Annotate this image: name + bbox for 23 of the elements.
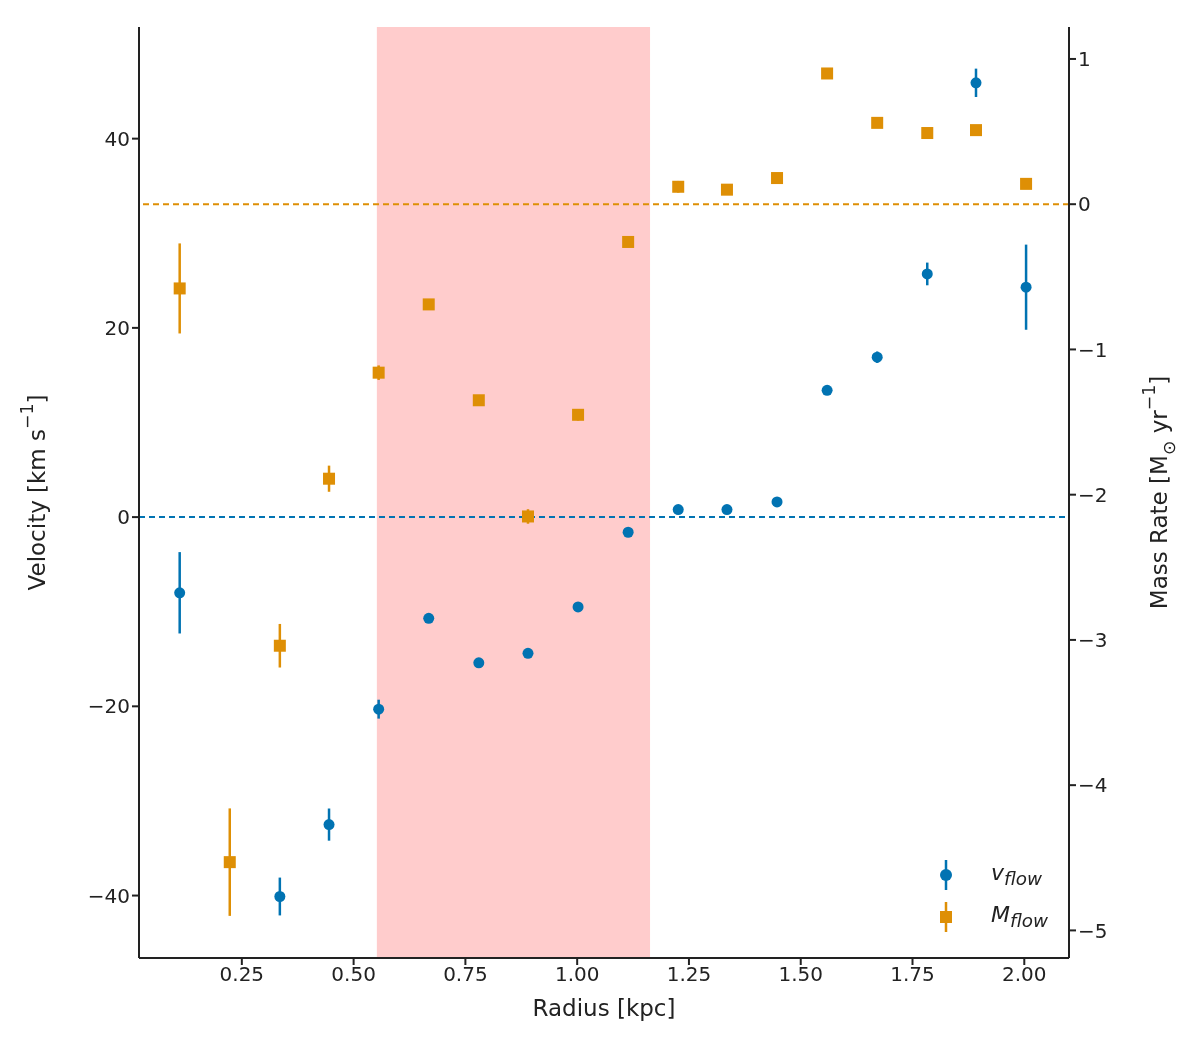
x-tick-label: 1.00 [554,962,600,987]
y-tick-label: 20 [104,315,130,340]
x-tick-label: 2.00 [1002,962,1047,987]
x-tick-label: 1.50 [778,962,823,987]
x-tick-label: 0.50 [331,962,376,987]
x-tick-label: 1.25 [666,962,712,987]
y2-tick-label: −2 [1078,482,1108,507]
legend-label: v$_{flow}$ [990,860,1043,890]
y2-tick-label: −5 [1078,918,1108,943]
y2-tick-label: 0 [1078,192,1091,217]
y-tick-label: 40 [104,126,130,151]
x-tick-label: 1.75 [890,962,935,987]
x-axis-title: Radius [kpc] [532,995,676,1021]
y-tick-label: −40 [87,883,130,908]
y-tick-label: 0 [117,505,130,530]
legend-label: M$_{flow}$ [990,902,1048,932]
x-tick-label: 0.25 [219,962,265,987]
x-tick-label: 0.75 [443,962,488,987]
y-tick-label: −20 [87,694,130,719]
y2-tick-label: −4 [1078,773,1108,798]
y2-tick-label: −3 [1078,628,1108,653]
y2-tick-label: −1 [1078,337,1108,362]
y2-tick-label: 1 [1078,47,1091,72]
